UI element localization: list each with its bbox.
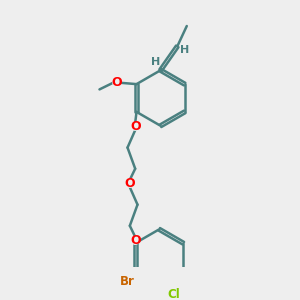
Text: H: H	[151, 57, 160, 67]
Circle shape	[181, 47, 188, 54]
Text: Cl: Cl	[167, 288, 180, 300]
Circle shape	[113, 79, 120, 86]
Circle shape	[122, 277, 132, 286]
Text: O: O	[130, 120, 140, 133]
Text: O: O	[124, 177, 135, 190]
Circle shape	[169, 290, 178, 299]
Text: O: O	[130, 234, 140, 247]
Text: O: O	[111, 76, 122, 89]
Text: H: H	[180, 45, 189, 56]
Circle shape	[131, 123, 139, 130]
Circle shape	[126, 180, 134, 187]
Circle shape	[131, 237, 139, 244]
Text: Br: Br	[120, 275, 135, 288]
Circle shape	[152, 58, 160, 65]
